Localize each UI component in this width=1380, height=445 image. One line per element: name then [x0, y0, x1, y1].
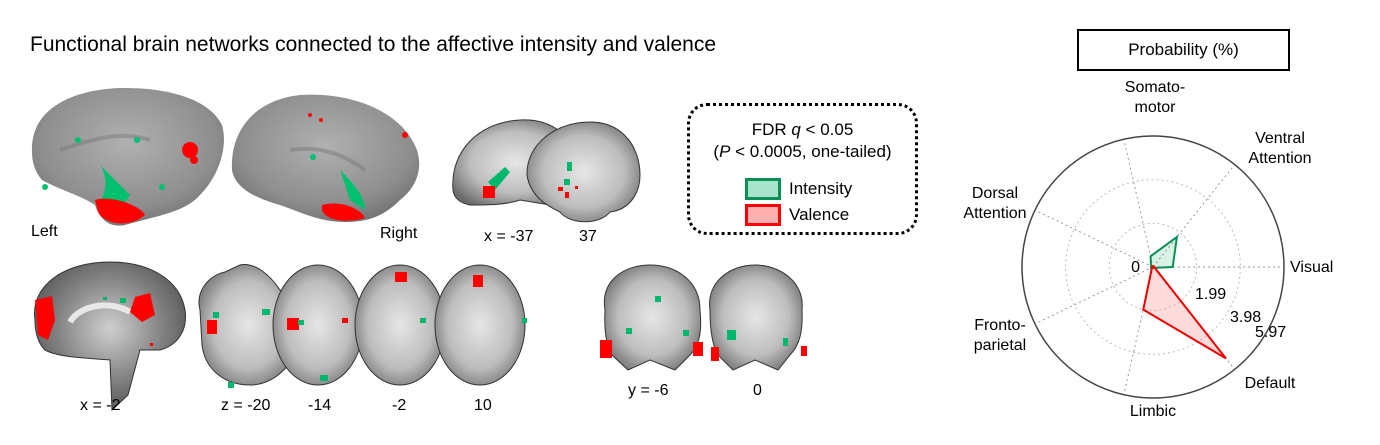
coronal-label-1: 0 [753, 382, 762, 399]
radial-tick-label: 3.98 [1230, 309, 1261, 326]
axial-label-2: -2 [392, 397, 407, 414]
axis-spoke [1034, 266, 1154, 325]
sagittal-coord-label-2: 37 [579, 228, 597, 245]
radar-title: Probability (%) [1077, 29, 1290, 71]
legend-item-intensity: Intensity [745, 178, 852, 200]
fdr-threshold-text: FDR q < 0.05 [751, 120, 854, 139]
medial-sagittal-slice [34, 261, 187, 412]
axis-spoke [1034, 209, 1154, 268]
axis-spoke [1152, 164, 1236, 268]
significance-legend: FDR q < 0.05 (P < 0.0005, one-tailed) In… [687, 103, 918, 235]
grid-ring [1065, 179, 1241, 355]
axis-label: Ventral Attention [1248, 130, 1311, 167]
sagittal-coord-label: x = -37 [484, 228, 534, 245]
coronal-slices [600, 264, 807, 371]
axis-label: Visual [1290, 259, 1333, 276]
figure-title: Functional brain networks connected to t… [30, 33, 717, 56]
left-hemisphere-label: Left [31, 223, 58, 240]
valence-label: Valence [789, 205, 850, 224]
radial-tick-label: 5.97 [1255, 324, 1286, 341]
intensity-label: Intensity [789, 179, 853, 198]
p-threshold-text: (P < 0.0005, one-tailed) [713, 142, 892, 161]
outer-ring [1021, 135, 1285, 399]
radial-tick-label: 1.99 [1195, 286, 1226, 303]
lateral-sagittal-slices [452, 119, 641, 223]
radial-tick-label: 0 [1131, 259, 1140, 276]
series-valence [1142, 264, 1227, 360]
axial-label-1: -14 [308, 397, 332, 414]
valence-swatch [745, 204, 781, 226]
medial-coord-label: x = -2 [80, 397, 121, 414]
axial-label-0: z = -20 [221, 397, 271, 414]
intensity-swatch [745, 178, 781, 200]
series-intensity [1149, 234, 1179, 270]
axis-spoke [1123, 139, 1154, 268]
axis-label: Default [1245, 375, 1296, 392]
right-hemisphere-surface [231, 94, 420, 222]
coronal-label-0: y = -6 [628, 382, 669, 399]
axial-label-3: 10 [474, 397, 492, 414]
left-hemisphere-surface [31, 87, 224, 226]
axis-label: Dorsal Attention [963, 185, 1026, 222]
axial-slices [198, 264, 527, 388]
legend-item-valence: Valence [745, 204, 849, 226]
axis-label: Limbic [1130, 403, 1176, 420]
right-hemisphere-label: Right [380, 225, 418, 242]
axis-label: Somato-motor [1125, 79, 1185, 116]
grid-ring [1108, 222, 1198, 312]
axis-label: Fronto-parietal [974, 317, 1026, 354]
